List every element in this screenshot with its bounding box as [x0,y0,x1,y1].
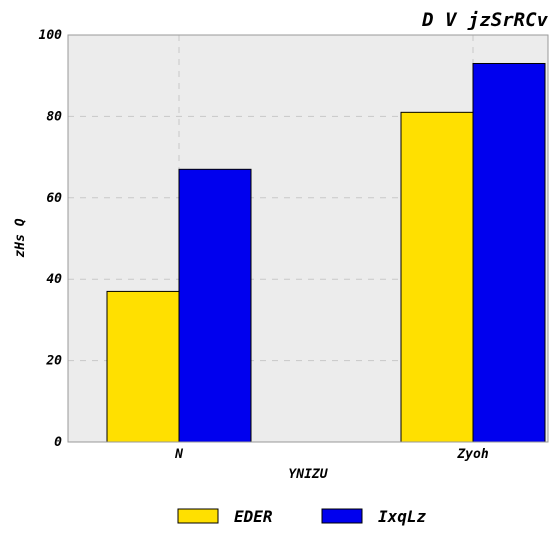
bar-EDER-Zyoh [400,111,474,443]
x-axis-label: YNIZU [288,467,328,482]
legend: EDER IxqLz [177,507,427,526]
plot-frame [67,34,549,443]
bar-EDER-N [106,290,180,443]
x-axis-ticks: N Zyoh [174,447,489,462]
y-tick-label: 40 [46,272,62,287]
legend-swatch [321,508,363,524]
y-tick-label: 0 [54,435,62,450]
y-tick-label: 100 [39,28,63,43]
legend-swatch [177,508,219,524]
y-tick-label: 20 [45,354,62,369]
y-axis-label: zHs Q [13,218,28,257]
y-tick-label: 80 [46,109,62,124]
bars [106,62,546,443]
x-tick-label: N [174,447,183,462]
legend-label: EDER [234,507,273,526]
chart-title: D V jzSrRCv [421,9,548,31]
legend-label: IxqLz [378,507,427,526]
bar-IxqLz-N [178,168,252,443]
y-axis-ticks: 0 20 40 60 80 100 [39,28,63,450]
y-tick-label: 60 [46,191,62,206]
bar-IxqLz-Zyoh [472,62,546,443]
x-tick-label: Zyoh [456,447,488,462]
